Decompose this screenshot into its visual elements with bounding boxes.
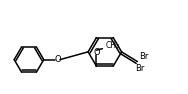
Text: O: O <box>54 55 61 64</box>
Text: Br: Br <box>139 52 149 61</box>
Text: CH₃: CH₃ <box>105 41 119 50</box>
Text: O: O <box>93 48 100 57</box>
Text: Br: Br <box>135 64 145 73</box>
